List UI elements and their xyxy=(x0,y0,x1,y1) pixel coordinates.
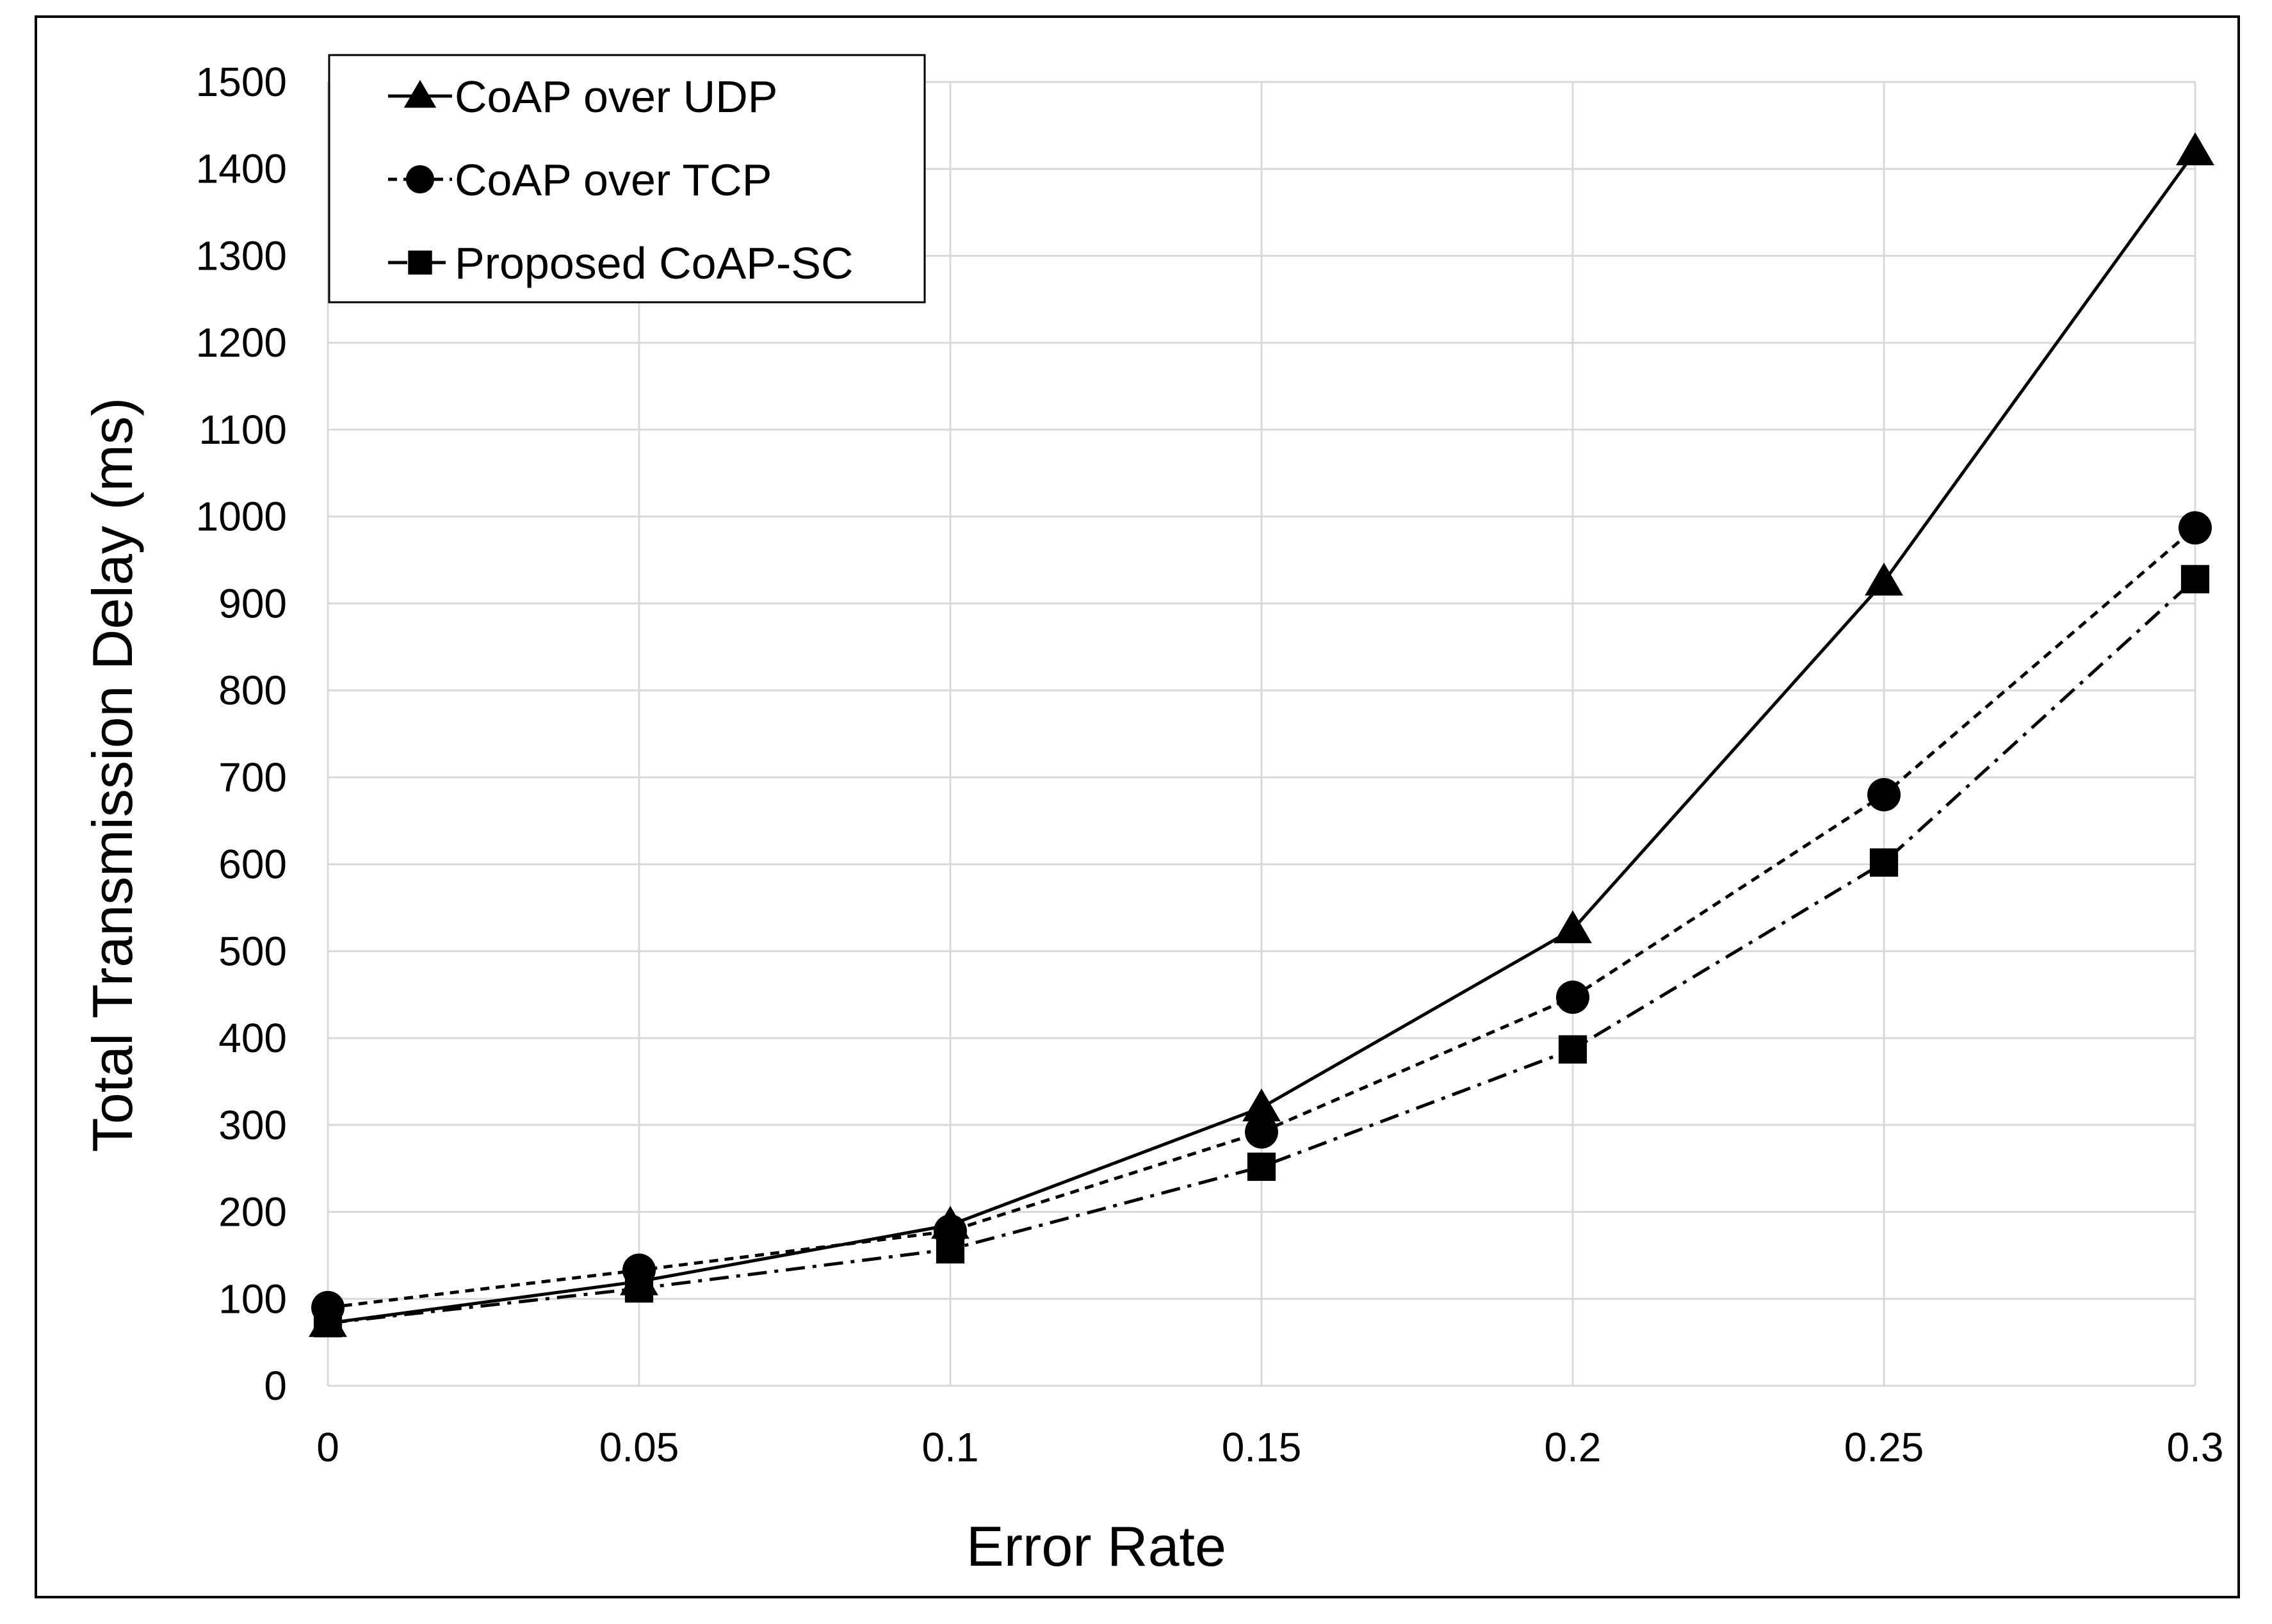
y-axis-title: Total Transmission Delay (ms) xyxy=(81,398,144,1153)
y-tick-label: 900 xyxy=(218,580,287,626)
x-tick-label: 0.3 xyxy=(2167,1424,2224,1470)
triangle-marker xyxy=(1554,910,1592,943)
legend: CoAP over UDP CoAP over TCP Proposed CoAP-… xyxy=(328,54,926,304)
x-tick-label: 0.15 xyxy=(1222,1424,1302,1470)
y-tick-label: 1400 xyxy=(196,146,287,192)
y-tick-label: 100 xyxy=(218,1276,287,1322)
x-tick-label: 0.1 xyxy=(922,1424,979,1470)
y-tick-label: 1500 xyxy=(196,59,287,105)
square-marker xyxy=(1247,1152,1276,1181)
x-tick-label: 0.2 xyxy=(1545,1424,1602,1470)
square-marker xyxy=(1558,1035,1587,1064)
legend-label: Proposed CoAP-SC xyxy=(455,238,854,288)
circle-marker xyxy=(406,165,434,193)
x-tick-label: 0 xyxy=(316,1424,339,1470)
legend-label: CoAP over TCP xyxy=(455,155,772,205)
y-tick-label: 700 xyxy=(218,754,287,800)
y-tick-label: 200 xyxy=(218,1189,287,1235)
circle-marker xyxy=(1867,778,1901,812)
y-tick-label: 400 xyxy=(218,1015,287,1061)
y-tick-label: 800 xyxy=(218,667,287,713)
triangle-marker xyxy=(403,79,437,108)
x-tick-label: 0.05 xyxy=(599,1424,679,1470)
y-tick-label: 1200 xyxy=(196,320,287,366)
y-tick-label: 1300 xyxy=(196,232,287,279)
y-tick-label: 300 xyxy=(218,1102,287,1148)
legend-label: CoAP over UDP xyxy=(455,72,777,122)
triangle-marker xyxy=(1242,1088,1281,1122)
circle-marker xyxy=(1556,980,1589,1014)
triangle-marker xyxy=(1865,562,1903,596)
square-marker xyxy=(408,250,432,275)
axes: 0 100 200 300 400 500 600 700 800 900 1000 1100 1200… xyxy=(196,59,2224,1470)
circle-marker xyxy=(2179,511,2212,545)
data-series xyxy=(309,132,2214,1338)
square-marker xyxy=(1869,848,1899,877)
square-marker xyxy=(2180,565,2210,594)
square-marker xyxy=(624,1274,654,1303)
y-tick-label: 0 xyxy=(264,1363,287,1409)
triangle-marker xyxy=(2176,132,2214,166)
square-marker xyxy=(936,1235,965,1263)
circle-marker xyxy=(1245,1115,1278,1149)
square-marker xyxy=(313,1309,343,1338)
x-tick-label: 0.25 xyxy=(1844,1424,1924,1470)
y-tick-label: 1100 xyxy=(199,407,287,453)
y-tick-label: 1000 xyxy=(196,494,287,540)
y-tick-label: 500 xyxy=(218,928,287,974)
x-axis-title: Error Rate xyxy=(966,1514,1226,1578)
y-tick-label: 600 xyxy=(218,841,287,888)
